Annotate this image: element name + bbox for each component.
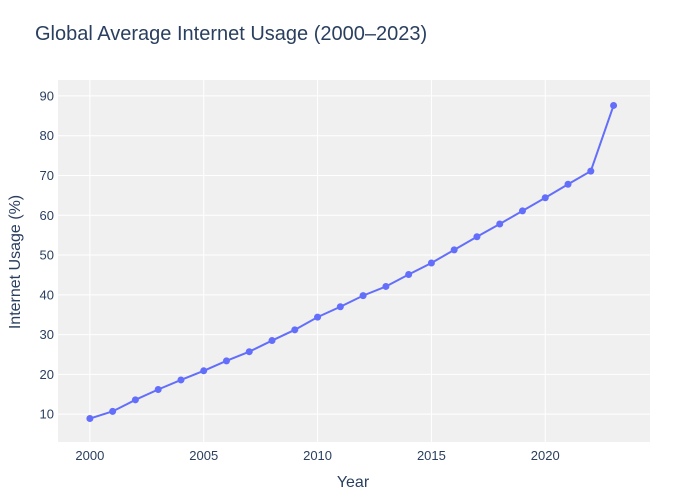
data-point: [427, 259, 435, 267]
x-tick-label: 2020: [531, 448, 560, 463]
y-tick-label: 90: [40, 88, 54, 103]
data-point: [291, 326, 299, 334]
gridlines: [58, 80, 650, 442]
x-tick-label: 2010: [303, 448, 332, 463]
data-point: [382, 282, 390, 290]
data-point: [359, 292, 367, 300]
x-tick-label: 2005: [189, 448, 218, 463]
data-point: [336, 303, 344, 311]
data-point: [473, 233, 481, 241]
data-point: [314, 313, 322, 321]
data-point: [268, 337, 276, 345]
y-tick-label: 60: [40, 208, 54, 223]
data-point: [610, 101, 618, 109]
x-axis-ticks: 2000 2005 2010 2015 2020: [75, 448, 559, 463]
data-point: [177, 376, 185, 384]
data-point: [200, 367, 208, 375]
data-point: [154, 385, 162, 393]
y-axis-title: Internet Usage (%): [7, 195, 24, 329]
data-point: [245, 348, 253, 356]
x-tick-label: 2015: [417, 448, 446, 463]
data-point: [450, 246, 458, 254]
data-point: [109, 407, 117, 415]
data-point: [86, 415, 94, 423]
plot-area: [58, 80, 650, 442]
series-line: [89, 105, 615, 420]
data-point: [496, 220, 504, 228]
y-tick-label: 50: [40, 248, 54, 263]
data-point: [131, 396, 139, 404]
y-axis-ticks: 10 20 30 40 50 60 70 80 90: [40, 88, 54, 421]
data-point: [564, 180, 572, 188]
data-point: [405, 271, 413, 279]
data-point: [222, 357, 230, 365]
series-internet-usage: [86, 101, 618, 423]
data-point: [518, 207, 526, 215]
y-tick-label: 70: [40, 168, 54, 183]
y-tick-label: 20: [40, 367, 54, 382]
chart-title: Global Average Internet Usage (2000–2023…: [35, 23, 427, 45]
y-tick-label: 10: [40, 407, 54, 422]
y-tick-label: 80: [40, 128, 54, 143]
y-tick-label: 40: [40, 287, 54, 302]
x-axis-title: Year: [337, 474, 370, 491]
x-tick-label: 2000: [75, 448, 104, 463]
data-point: [587, 167, 595, 175]
y-tick-label: 30: [40, 327, 54, 342]
data-point: [541, 194, 549, 202]
